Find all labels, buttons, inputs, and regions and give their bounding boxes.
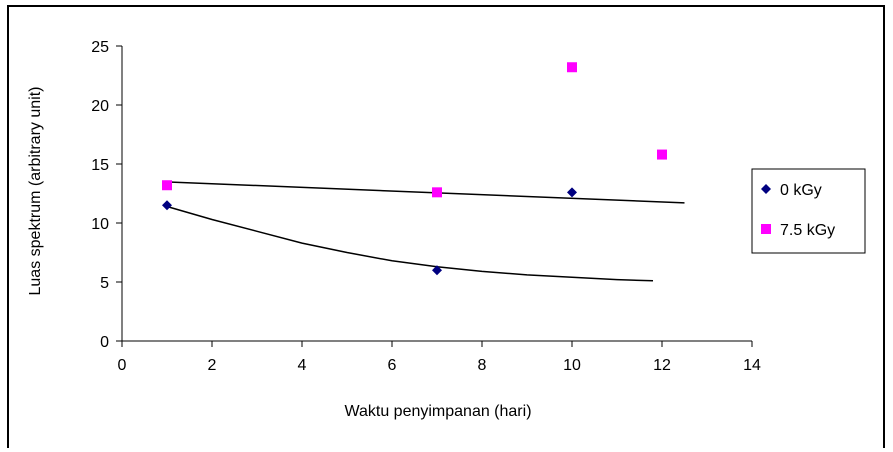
y-tick-label: 0	[100, 334, 109, 351]
markers	[162, 62, 667, 276]
x-axis-title: Waktu penyimpanan (hari)	[344, 403, 531, 420]
legend: 0 kGy 7.5 kGy	[751, 168, 866, 254]
y-tick-label: 10	[91, 216, 109, 233]
x-tick-label: 6	[388, 357, 397, 374]
y-tick-label: 15	[91, 157, 109, 174]
data-point-square	[162, 180, 172, 191]
x-tick-label: 10	[563, 357, 581, 374]
y-axis-title: Luas spektrum (arbitrary unit)	[27, 87, 44, 296]
y-tick-label: 20	[91, 98, 109, 115]
data-point-diamond	[162, 200, 172, 211]
trendline-0	[166, 205, 654, 282]
axes: 0 2 4 6 8 10 12 14 0 5 10 15 20 25	[91, 39, 761, 374]
y-tick-label: 5	[100, 275, 109, 292]
x-tick-label: 0	[118, 357, 127, 374]
x-tick-label: 2	[208, 357, 217, 374]
data-point-diamond	[432, 265, 442, 276]
legend-marker-diamond	[761, 184, 771, 194]
legend-label: 7.5 kGy	[780, 222, 835, 239]
legend-marker-square	[761, 224, 771, 234]
y-tick-label: 25	[91, 39, 109, 56]
data-point-square	[567, 62, 577, 73]
x-tick-label: 12	[653, 357, 671, 374]
data-point-diamond	[567, 187, 577, 198]
chart-frame	[7, 5, 885, 448]
data-point-square	[657, 149, 667, 160]
x-tick-label: 4	[298, 357, 307, 374]
legend-label: 0 kGy	[780, 182, 822, 199]
x-tick-label: 8	[478, 357, 487, 374]
trendlines	[162, 180, 685, 282]
data-point-square	[432, 187, 442, 198]
x-tick-label: 14	[743, 357, 761, 374]
legend-box	[751, 168, 866, 254]
trendline-1	[162, 180, 685, 204]
